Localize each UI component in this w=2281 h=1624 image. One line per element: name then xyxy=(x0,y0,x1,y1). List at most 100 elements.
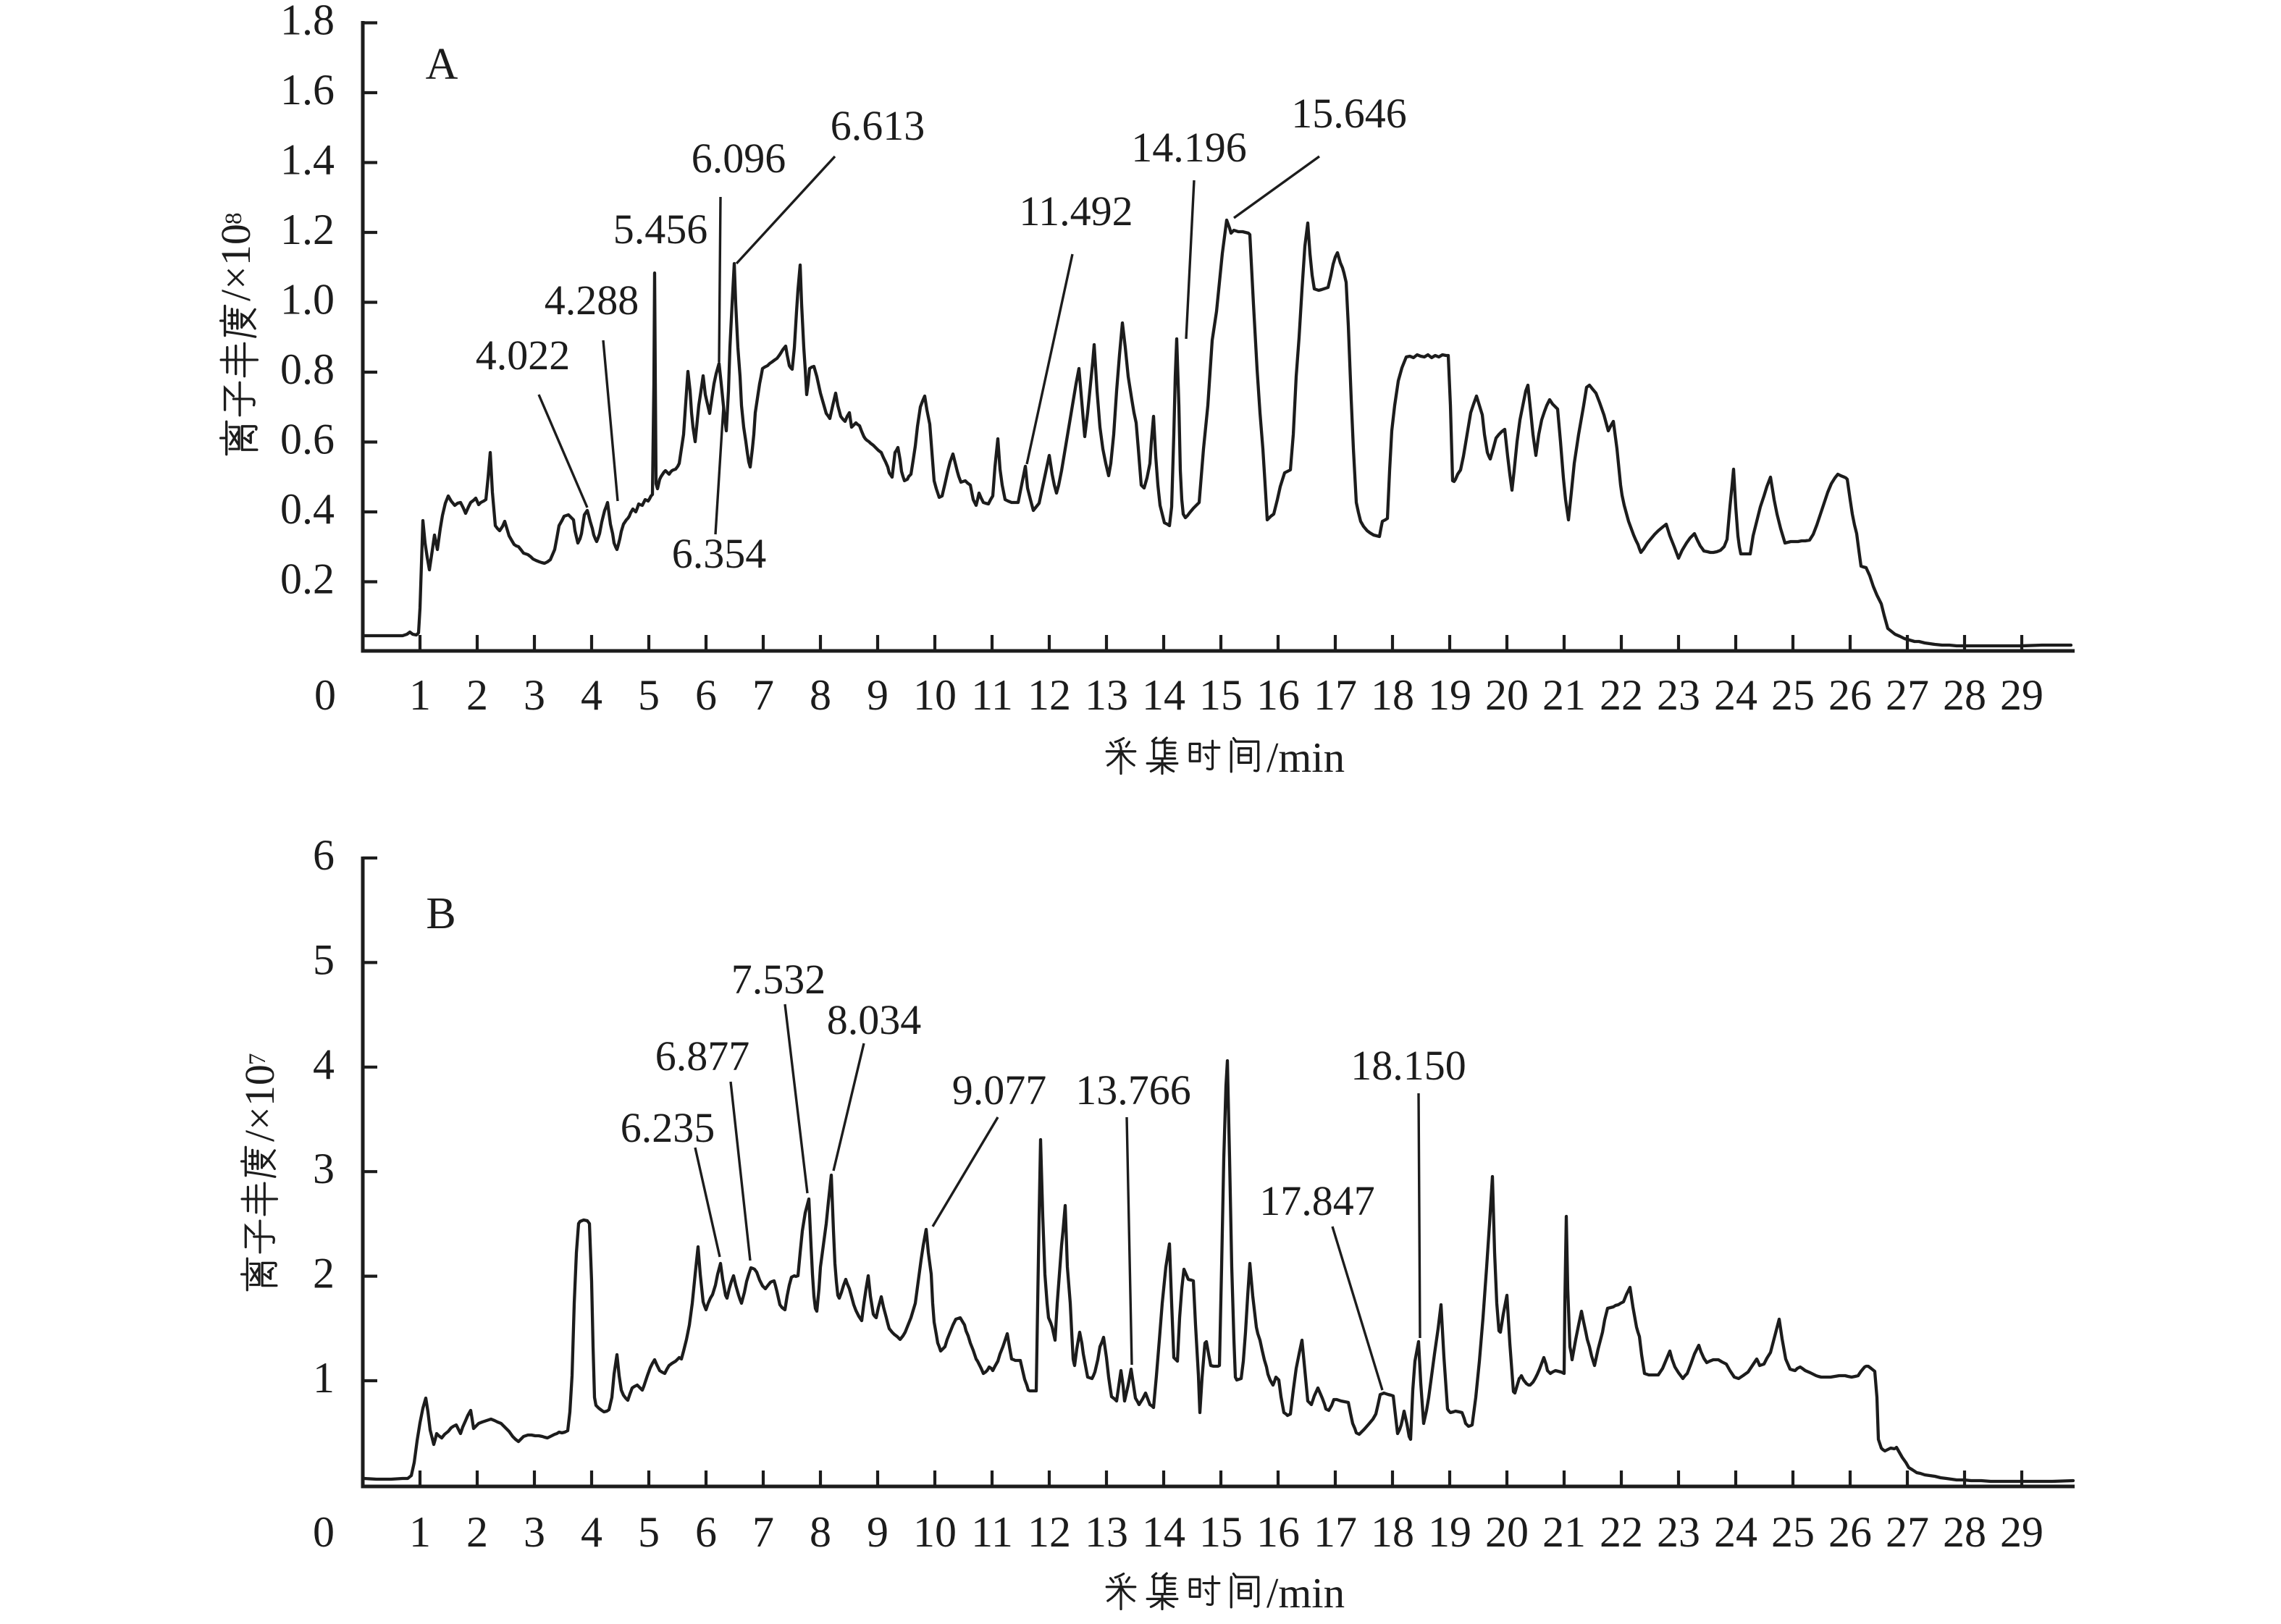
svg-text:23: 23 xyxy=(1657,671,1700,719)
svg-text:28: 28 xyxy=(1943,1508,1986,1556)
svg-text:13.766: 13.766 xyxy=(1075,1066,1191,1114)
svg-text:26: 26 xyxy=(1828,671,1872,719)
svg-text:8: 8 xyxy=(221,213,247,225)
svg-text:1.2: 1.2 xyxy=(280,206,335,253)
svg-text:21: 21 xyxy=(1542,1508,1586,1556)
svg-text:15: 15 xyxy=(1199,671,1243,719)
svg-text:10: 10 xyxy=(913,671,957,719)
svg-text:8: 8 xyxy=(810,671,831,719)
svg-text:4: 4 xyxy=(581,671,602,719)
svg-text:18: 18 xyxy=(1371,671,1414,719)
svg-text:7: 7 xyxy=(752,671,774,719)
svg-text:0: 0 xyxy=(313,1508,335,1556)
svg-text:1: 1 xyxy=(409,1508,431,1556)
svg-text:3: 3 xyxy=(524,671,545,719)
svg-text:25: 25 xyxy=(1771,1508,1815,1556)
svg-text:4: 4 xyxy=(313,1040,335,1088)
svg-text:/min: /min xyxy=(1266,733,1345,781)
svg-text:2: 2 xyxy=(466,671,488,719)
svg-text:20: 20 xyxy=(1485,1508,1529,1556)
svg-text:6.096: 6.096 xyxy=(692,135,786,182)
svg-text:11.492: 11.492 xyxy=(1019,188,1133,235)
svg-text:20: 20 xyxy=(1485,671,1529,719)
svg-text:22: 22 xyxy=(1600,1508,1643,1556)
svg-text:17: 17 xyxy=(1314,671,1357,719)
svg-text:/×10: /×10 xyxy=(212,224,259,301)
svg-text:28: 28 xyxy=(1943,671,1986,719)
svg-text:22: 22 xyxy=(1600,671,1643,719)
svg-text:13: 13 xyxy=(1085,671,1128,719)
svg-text:1.4: 1.4 xyxy=(280,136,335,184)
svg-text:14.196: 14.196 xyxy=(1131,124,1247,171)
svg-text:6.877: 6.877 xyxy=(655,1032,750,1080)
svg-text:4: 4 xyxy=(581,1508,602,1556)
svg-text:16: 16 xyxy=(1256,671,1300,719)
svg-text:15: 15 xyxy=(1199,1508,1243,1556)
svg-text:15.646: 15.646 xyxy=(1291,90,1407,137)
svg-text:29: 29 xyxy=(2000,1508,2043,1556)
svg-text:11: 11 xyxy=(971,1508,1013,1556)
svg-text:8: 8 xyxy=(810,1508,831,1556)
svg-text:1.6: 1.6 xyxy=(280,66,335,114)
svg-text:4.022: 4.022 xyxy=(476,332,571,379)
svg-text:10: 10 xyxy=(913,1508,957,1556)
svg-text:0.4: 0.4 xyxy=(280,485,335,533)
svg-text:4.288: 4.288 xyxy=(545,277,639,324)
svg-text:5: 5 xyxy=(638,671,660,719)
svg-text:0.6: 0.6 xyxy=(280,416,335,463)
svg-text:16: 16 xyxy=(1256,1508,1300,1556)
svg-text:6: 6 xyxy=(313,831,335,879)
svg-text:12: 12 xyxy=(1028,671,1071,719)
svg-text:14: 14 xyxy=(1142,671,1185,719)
svg-text:13: 13 xyxy=(1085,1508,1128,1556)
svg-text:0.2: 0.2 xyxy=(280,555,335,603)
svg-text:6: 6 xyxy=(695,671,717,719)
svg-text:5: 5 xyxy=(313,935,335,983)
svg-text:19: 19 xyxy=(1428,1508,1471,1556)
svg-text:23: 23 xyxy=(1657,1508,1700,1556)
svg-text:7.532: 7.532 xyxy=(731,956,826,1003)
svg-text:2: 2 xyxy=(466,1508,488,1556)
svg-text:A: A xyxy=(426,40,458,89)
svg-text:/×10: /×10 xyxy=(236,1064,283,1142)
svg-text:26: 26 xyxy=(1828,1508,1872,1556)
svg-text:7: 7 xyxy=(752,1508,774,1556)
svg-text:/min: /min xyxy=(1266,1569,1345,1617)
svg-text:19: 19 xyxy=(1428,671,1471,719)
svg-text:12: 12 xyxy=(1028,1508,1071,1556)
svg-text:18.150: 18.150 xyxy=(1350,1042,1466,1089)
svg-text:27: 27 xyxy=(1886,671,1929,719)
svg-text:21: 21 xyxy=(1542,671,1586,719)
svg-text:17: 17 xyxy=(1314,1508,1357,1556)
svg-text:8.034: 8.034 xyxy=(827,996,922,1043)
svg-text:0: 0 xyxy=(314,671,336,719)
svg-text:9: 9 xyxy=(867,671,889,719)
svg-text:24: 24 xyxy=(1714,1508,1757,1556)
svg-text:27: 27 xyxy=(1886,1508,1929,1556)
svg-text:25: 25 xyxy=(1771,671,1815,719)
svg-text:11: 11 xyxy=(971,671,1013,719)
svg-text:0.8: 0.8 xyxy=(280,345,335,393)
svg-text:6.613: 6.613 xyxy=(831,102,925,149)
svg-text:3: 3 xyxy=(524,1508,545,1556)
svg-text:9: 9 xyxy=(867,1508,889,1556)
svg-text:17.847: 17.847 xyxy=(1259,1177,1375,1224)
svg-text:6.235: 6.235 xyxy=(621,1104,715,1151)
svg-text:14: 14 xyxy=(1142,1508,1185,1556)
svg-text:1.0: 1.0 xyxy=(280,276,335,324)
svg-text:24: 24 xyxy=(1714,671,1757,719)
svg-text:6: 6 xyxy=(695,1508,717,1556)
svg-text:7: 7 xyxy=(245,1053,271,1066)
svg-text:B: B xyxy=(426,889,455,938)
svg-text:5.456: 5.456 xyxy=(613,206,708,253)
svg-text:29: 29 xyxy=(2000,671,2043,719)
svg-text:1.8: 1.8 xyxy=(280,0,335,44)
svg-text:3: 3 xyxy=(313,1145,335,1192)
svg-text:9.077: 9.077 xyxy=(952,1066,1047,1114)
svg-text:5: 5 xyxy=(638,1508,660,1556)
svg-text:18: 18 xyxy=(1371,1508,1414,1556)
svg-text:1: 1 xyxy=(409,671,431,719)
svg-text:1: 1 xyxy=(313,1354,335,1402)
svg-text:6.354: 6.354 xyxy=(672,530,767,577)
svg-text:2: 2 xyxy=(313,1250,335,1297)
